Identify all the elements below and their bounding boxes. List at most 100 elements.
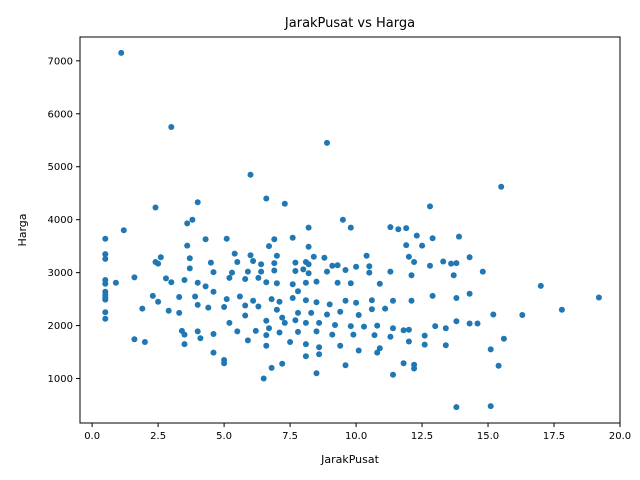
y-tick-label: 4000 [48, 215, 73, 226]
data-point [194, 301, 201, 308]
x-tick-label: 20.0 [609, 431, 631, 442]
data-point [302, 341, 309, 348]
data-point [329, 331, 336, 338]
data-point [263, 317, 270, 324]
y-tick-label: 2000 [48, 321, 73, 332]
data-point [184, 220, 191, 227]
data-point [244, 337, 251, 344]
data-point [165, 307, 172, 314]
data-point [176, 309, 183, 316]
data-point [221, 304, 228, 310]
data-point [189, 216, 196, 223]
data-point [466, 320, 473, 327]
data-point [194, 279, 201, 286]
x-tick-label: 10.0 [345, 431, 367, 442]
data-point [234, 259, 241, 265]
data-point [390, 325, 396, 332]
data-point [273, 252, 280, 259]
data-point [442, 342, 449, 349]
data-point [131, 336, 138, 343]
data-point [376, 345, 383, 352]
data-point [102, 251, 109, 258]
data-point [453, 295, 460, 301]
data-point [334, 279, 341, 286]
y-tick-label: 1000 [48, 374, 73, 385]
data-point [223, 296, 230, 303]
data-point [139, 305, 146, 312]
data-point [302, 297, 309, 304]
data-point [413, 232, 420, 239]
data-point [427, 203, 433, 210]
y-tick-label: 6000 [48, 109, 73, 120]
data-point [289, 234, 296, 241]
data-point [295, 309, 301, 316]
data-point [273, 280, 280, 287]
data-point [281, 200, 288, 207]
data-point [118, 49, 125, 56]
data-point [347, 323, 354, 330]
data-point [197, 335, 204, 342]
data-point [313, 328, 320, 335]
data-point [302, 279, 309, 286]
x-tick-label: 2.5 [150, 431, 166, 442]
data-point [329, 262, 336, 269]
data-point [226, 319, 233, 326]
data-point [342, 297, 349, 304]
data-point [292, 317, 299, 324]
data-point [155, 298, 162, 305]
data-point [295, 328, 301, 335]
data-point [260, 375, 267, 382]
data-point [210, 288, 217, 295]
data-point [403, 242, 410, 249]
data-point [411, 365, 418, 372]
x-tick-label: 15.0 [477, 431, 499, 442]
data-point [255, 274, 262, 281]
data-point [366, 263, 373, 270]
data-point [371, 332, 378, 339]
data-point [152, 204, 159, 211]
data-point [374, 322, 381, 329]
data-point [421, 332, 428, 339]
data-point [263, 342, 270, 349]
data-point [302, 353, 309, 360]
data-point [453, 318, 460, 325]
data-point [395, 226, 402, 233]
data-point [332, 322, 338, 328]
x-tick-label: 5.0 [216, 431, 232, 442]
data-point [268, 364, 275, 371]
data-point [405, 338, 412, 345]
data-point [263, 195, 270, 202]
data-point [324, 268, 330, 275]
x-axis-ticks: 0.0 2.5 5.0 7.5 10.0 12.5 15.0 17.5 20.0 [84, 423, 631, 442]
data-point [490, 311, 497, 318]
data-point [186, 255, 193, 262]
data-point [244, 268, 251, 275]
data-point [250, 297, 257, 304]
data-point [194, 328, 201, 335]
data-point [305, 243, 312, 250]
data-point [390, 297, 396, 304]
data-point [347, 224, 354, 231]
data-point [181, 341, 188, 348]
data-point [326, 301, 333, 308]
data-point [313, 278, 320, 285]
data-point [448, 260, 455, 267]
data-point [223, 235, 230, 242]
data-point [258, 261, 265, 268]
data-point [305, 270, 312, 277]
data-point [102, 235, 109, 242]
data-point [120, 227, 127, 234]
data-point [363, 252, 370, 259]
data-point [355, 347, 362, 354]
data-point [321, 254, 328, 261]
data-point [263, 332, 270, 339]
data-point [141, 339, 148, 345]
data-point [102, 315, 109, 322]
data-point [155, 260, 162, 267]
data-point [263, 279, 270, 286]
data-point [181, 277, 188, 283]
data-point [287, 339, 294, 345]
data-point [205, 304, 212, 311]
data-point [487, 346, 494, 353]
data-point [255, 303, 262, 310]
